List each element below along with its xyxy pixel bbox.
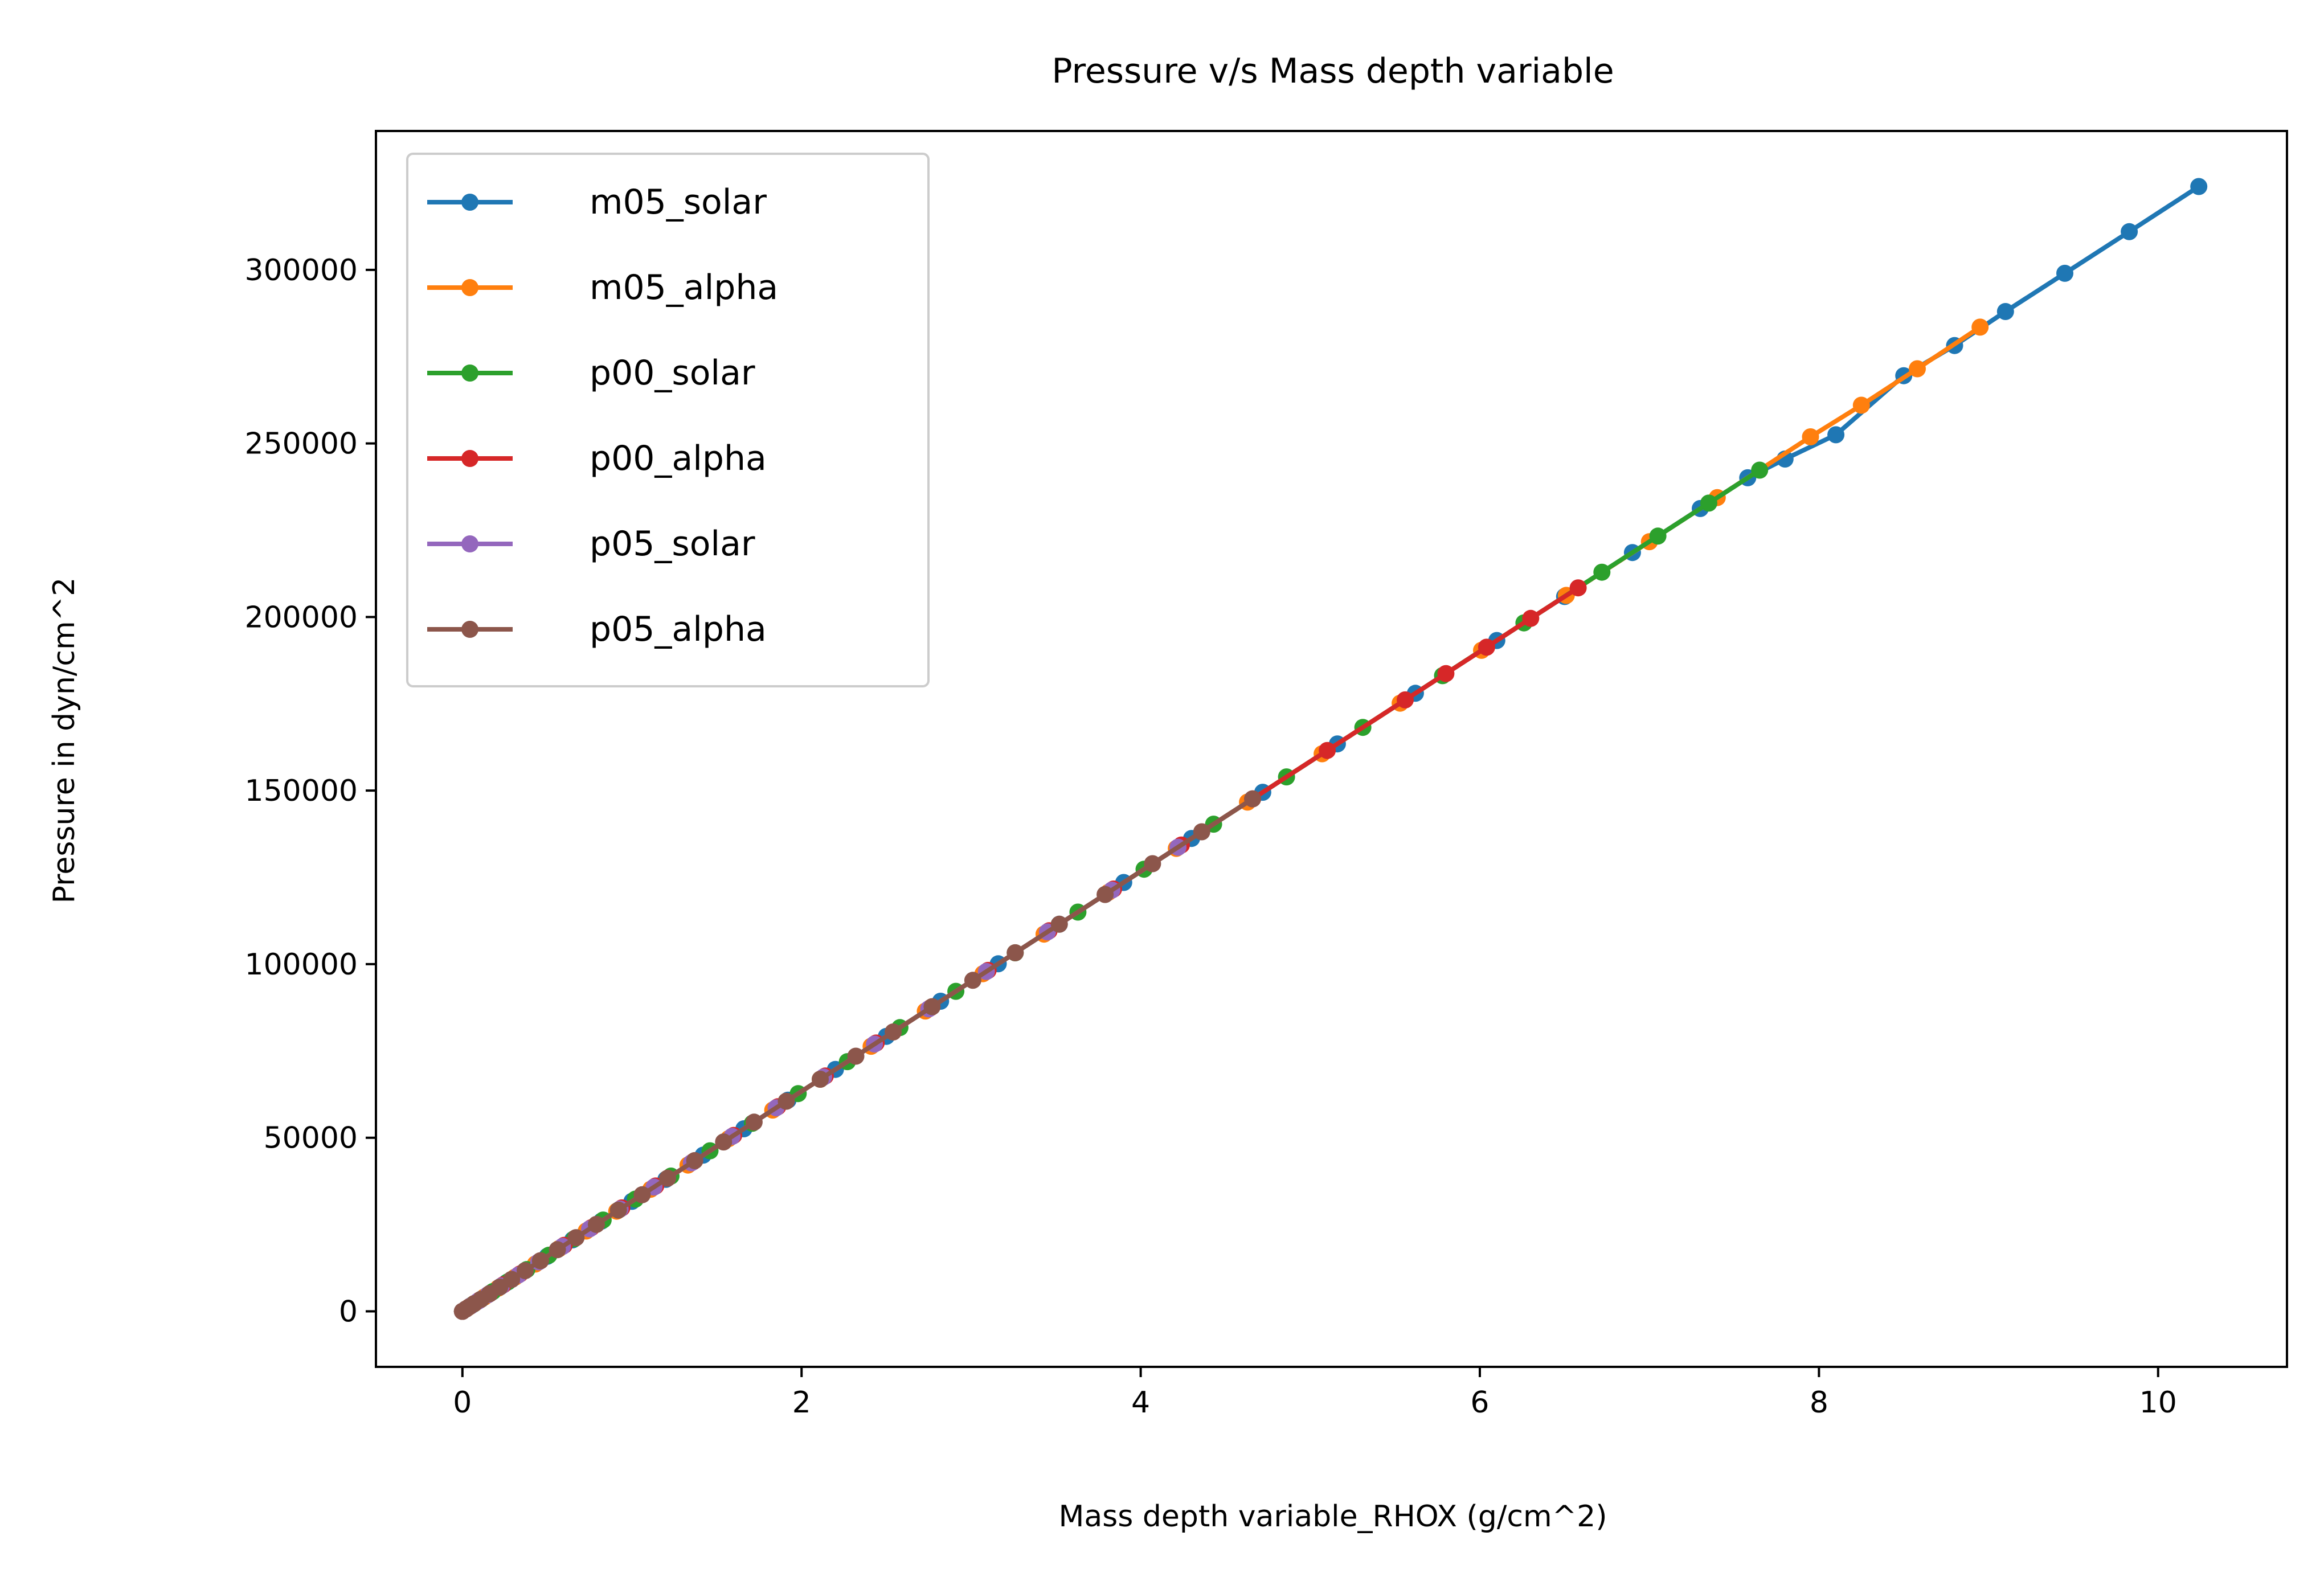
legend-item-p05_solar: p05_solar <box>427 524 755 564</box>
data-point-m05_solar <box>1827 426 1845 444</box>
data-point-p05_alpha <box>923 998 941 1015</box>
data-point-p05_alpha <box>847 1047 865 1065</box>
plot-area <box>453 178 2208 1320</box>
axes: 0 2 4 6 8 10 0 50000 100000 150000 200000 250000 300… <box>244 130 2288 1420</box>
data-point-p05_alpha <box>609 1201 627 1219</box>
data-point-p05_alpha <box>1144 855 1161 873</box>
y-tick-label: 300000 <box>244 253 358 288</box>
data-point-p05_alpha <box>549 1241 566 1259</box>
legend-item-p05_alpha: p05_alpha <box>427 609 767 649</box>
data-point-p05_alpha <box>715 1133 733 1151</box>
data-point-p05_alpha <box>1096 886 1114 903</box>
data-point-p05_alpha <box>633 1186 651 1203</box>
y-tick-label: 150000 <box>244 774 358 808</box>
data-point-p05_alpha <box>745 1113 763 1131</box>
series-p05_alpha <box>453 790 1262 1320</box>
data-point-p05_alpha <box>588 1215 605 1233</box>
data-point-p00_solar <box>1649 527 1667 545</box>
y-axis-label: Pressure in dyn/cm^2 <box>47 577 81 904</box>
x-tick-label: 0 <box>453 1386 472 1420</box>
data-point-p00_solar <box>1751 461 1769 479</box>
legend-label: m05_alpha <box>590 268 778 308</box>
legend-swatch-marker <box>461 450 478 467</box>
data-point-p05_alpha <box>503 1271 521 1288</box>
y-tick-label: 200000 <box>244 600 358 634</box>
data-point-p00_alpha <box>1478 638 1495 656</box>
legend-swatch-marker <box>461 279 478 296</box>
data-point-p00_alpha <box>1522 609 1540 627</box>
legend-item-m05_solar: m05_solar <box>427 182 767 222</box>
legend-swatch-marker <box>461 194 478 211</box>
legend-label: p00_solar <box>590 353 755 393</box>
y-tick-label: 0 <box>339 1295 358 1329</box>
legend: m05_solar m05_alpha p00_solar p00_alpha p05_… <box>406 153 930 687</box>
data-point-p00_alpha <box>1397 691 1414 708</box>
legend-item-p00_alpha: p00_alpha <box>427 439 767 478</box>
data-point-p00_solar <box>1593 563 1611 581</box>
data-point-p05_alpha <box>1050 915 1068 933</box>
x-tick-label: 2 <box>792 1386 811 1420</box>
legend-label: p05_solar <box>590 524 755 564</box>
data-point-m05_alpha <box>1852 396 1870 414</box>
x-tick-label: 8 <box>1810 1386 1828 1420</box>
x-tick-label: 10 <box>2139 1386 2177 1420</box>
data-point-m05_solar <box>2190 178 2208 195</box>
data-point-p00_alpha <box>1569 579 1587 597</box>
legend-swatch-marker <box>461 621 478 638</box>
legend-label: m05_solar <box>590 182 767 222</box>
data-point-p05_alpha <box>1006 944 1024 961</box>
data-point-m05_solar <box>2056 264 2073 282</box>
data-point-p00_solar <box>1700 494 1717 512</box>
legend-item-p00_solar: p00_solar <box>427 353 755 393</box>
data-point-p05_alpha <box>517 1262 534 1279</box>
data-point-m05_alpha <box>1971 318 1989 336</box>
legend-box <box>406 153 930 687</box>
y-tick-label: 250000 <box>244 427 358 461</box>
x-tick-label: 6 <box>1470 1386 1489 1420</box>
data-point-p05_alpha <box>659 1169 676 1187</box>
legend-label: p05_alpha <box>590 609 767 649</box>
data-point-p05_alpha <box>1244 790 1262 808</box>
data-point-p05_alpha <box>964 972 981 989</box>
data-point-p00_alpha <box>1319 742 1336 759</box>
legend-swatch-marker <box>461 364 478 382</box>
legend-label: p00_alpha <box>590 439 767 478</box>
legend-swatch-marker <box>461 535 478 552</box>
data-point-m05_alpha <box>1909 360 1926 378</box>
data-point-p05_alpha <box>686 1152 703 1169</box>
chart-title: Pressure v/s Mass depth variable <box>1051 51 1614 91</box>
x-axis-label: Mass depth variable_RHOX (g/cm^2) <box>1058 1500 1607 1534</box>
data-point-p00_alpha <box>1437 665 1455 682</box>
data-point-m05_alpha <box>1802 428 1819 445</box>
data-point-m05_solar <box>2121 223 2138 240</box>
data-point-p05_alpha <box>567 1229 585 1247</box>
y-tick-label: 100000 <box>244 948 358 982</box>
legend-item-m05_alpha: m05_alpha <box>427 268 778 308</box>
data-point-p05_alpha <box>531 1252 549 1269</box>
x-tick-label: 4 <box>1131 1386 1150 1420</box>
plot-frame <box>375 130 2288 1368</box>
data-point-m05_solar <box>1996 303 2014 320</box>
data-point-p05_alpha <box>812 1071 829 1088</box>
data-point-p05_alpha <box>778 1092 795 1110</box>
data-point-p05_alpha <box>885 1023 902 1041</box>
data-point-p05_alpha <box>1193 823 1210 841</box>
y-tick-label: 50000 <box>264 1121 358 1156</box>
